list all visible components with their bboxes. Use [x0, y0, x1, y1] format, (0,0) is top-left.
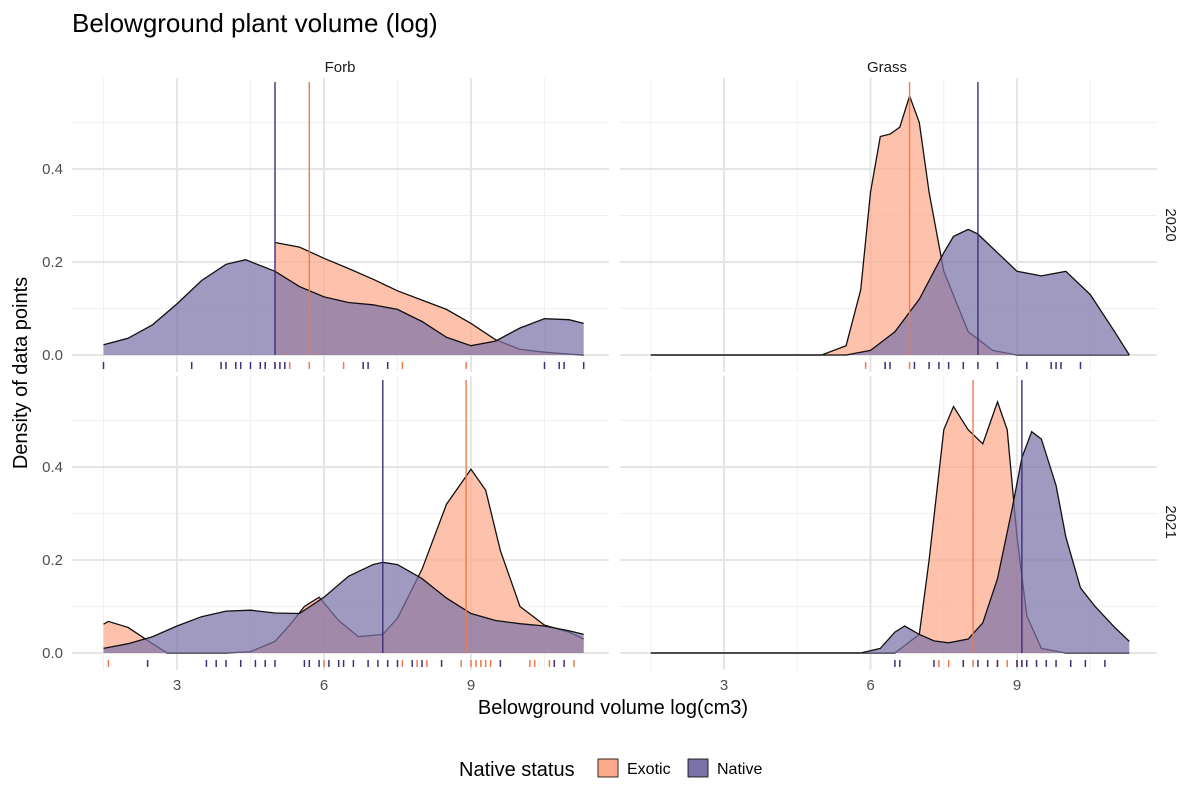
- density-line-native: [103, 259, 584, 347]
- x-tick-label: 6: [320, 677, 328, 694]
- panel-forb-2021: [72, 376, 609, 670]
- x-tick-label: 9: [1013, 677, 1021, 694]
- plot-panels: 0.0 0.2 0.4 0.0 0.2 0.4 3 6 9 3 6 9: [42, 78, 1157, 694]
- panel-grass-2020: [620, 78, 1157, 372]
- density-area-native: [103, 259, 584, 355]
- legend-label-native: Native: [717, 761, 762, 778]
- density-area-exotic: [650, 96, 1130, 355]
- facet-label-grass: Grass: [867, 59, 907, 76]
- x-axis-title: Belowground volume log(cm3): [478, 697, 748, 719]
- facet-label-2021: 2021: [1162, 505, 1179, 538]
- x-tick-label: 9: [467, 677, 475, 694]
- y-tick-label: 0.0: [42, 645, 63, 662]
- axis-labels: 0.0 0.2 0.4 0.0 0.2 0.4 3 6 9 3 6 9: [42, 161, 1021, 694]
- y-tick-label: 0.0: [42, 347, 63, 364]
- x-tick-label: 3: [173, 677, 181, 694]
- legend-swatch-native: [687, 758, 709, 778]
- density-area-exotic: [103, 469, 584, 653]
- density-area-native: [650, 431, 1130, 653]
- legend-swatch-exotic: [597, 758, 619, 778]
- x-tick-label: 3: [720, 677, 728, 694]
- y-tick-label: 0.2: [42, 552, 63, 569]
- y-axis-title: Density of data points: [10, 277, 32, 469]
- facet-label-2020: 2020: [1162, 208, 1179, 241]
- y-tick-label: 0.4: [42, 161, 63, 178]
- density-line-native: [650, 228, 1130, 356]
- legend-title: Native status: [459, 759, 575, 781]
- y-tick-label: 0.4: [42, 459, 63, 476]
- facet-label-forb: Forb: [325, 59, 356, 76]
- density-line-native: [103, 561, 584, 650]
- density-area-native: [103, 562, 584, 653]
- density-area-native: [650, 229, 1130, 355]
- legend: Native status Exotic Native: [459, 758, 762, 781]
- panel-forb-2020: [72, 78, 609, 372]
- x-tick-label: 6: [866, 677, 874, 694]
- density-line-native: [650, 430, 1130, 654]
- panel-grass-2021: [620, 376, 1157, 670]
- y-tick-label: 0.2: [42, 254, 63, 271]
- chart-title: Belowground plant volume (log): [72, 8, 438, 38]
- legend-label-exotic: Exotic: [627, 761, 671, 778]
